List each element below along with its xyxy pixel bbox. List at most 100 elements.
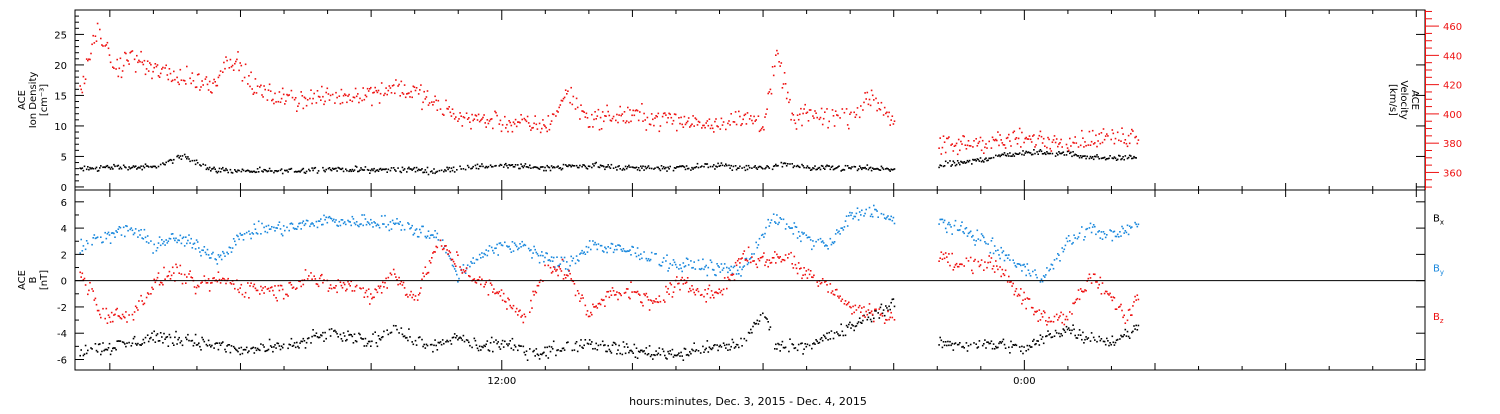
data-point-velocity xyxy=(707,124,710,127)
data-point-density xyxy=(940,164,943,167)
data-point-velocity xyxy=(653,124,655,127)
data-point-bx xyxy=(750,328,752,331)
data-point-bz xyxy=(558,266,560,268)
data-point-bz xyxy=(642,304,644,307)
data-point-velocity xyxy=(765,113,767,115)
data-point-density xyxy=(81,167,84,169)
data-point-velocity xyxy=(986,147,988,149)
data-point-by xyxy=(249,233,251,235)
data-point-velocity xyxy=(272,98,274,101)
data-point-density xyxy=(358,170,360,173)
data-point-by xyxy=(1069,240,1071,242)
data-point-density xyxy=(521,165,523,168)
data-point-bz xyxy=(112,320,114,323)
data-point-bx xyxy=(687,354,690,357)
data-point-bx xyxy=(861,322,863,324)
data-point-density xyxy=(300,169,302,172)
data-point-velocity xyxy=(865,98,867,100)
data-point-velocity xyxy=(729,124,731,126)
data-point-velocity xyxy=(402,93,405,95)
data-point-bx xyxy=(79,354,81,357)
data-point-bz xyxy=(829,283,832,285)
data-point-velocity xyxy=(355,95,358,98)
data-point-by xyxy=(235,243,237,246)
data-point-by xyxy=(615,245,617,247)
data-point-bx xyxy=(703,351,705,353)
data-point-by xyxy=(821,240,824,242)
data-point-density xyxy=(754,165,756,167)
data-point-bz xyxy=(949,264,951,267)
data-point-bz xyxy=(946,256,948,258)
data-point-by xyxy=(204,251,207,254)
data-point-velocity xyxy=(616,113,618,116)
data-point-bx xyxy=(482,346,484,349)
data-point-density xyxy=(891,169,894,171)
data-point-density xyxy=(532,166,534,169)
data-point-velocity xyxy=(662,112,665,115)
data-point-bz xyxy=(745,258,748,261)
data-point-density xyxy=(99,167,101,169)
data-point-bz xyxy=(263,292,265,294)
data-point-density xyxy=(865,168,867,170)
data-point-density xyxy=(114,165,116,168)
data-point-bz xyxy=(464,270,467,272)
data-point-bz xyxy=(308,275,310,277)
data-point-density xyxy=(317,170,320,172)
data-point-by xyxy=(286,226,288,229)
data-point-by xyxy=(266,231,269,234)
data-point-by xyxy=(738,273,740,275)
data-point-bz xyxy=(616,291,618,293)
data-point-velocity xyxy=(153,66,155,69)
data-point-velocity xyxy=(282,93,285,96)
data-point-density xyxy=(411,169,413,171)
data-point-bz xyxy=(360,287,362,290)
data-point-density xyxy=(1111,157,1114,159)
data-point-density xyxy=(131,166,134,169)
data-point-bz xyxy=(203,275,206,277)
data-point-velocity xyxy=(1037,137,1039,140)
data-point-velocity xyxy=(255,92,258,94)
data-point-bx xyxy=(333,330,335,332)
data-point-bz xyxy=(99,313,101,316)
data-point-bz xyxy=(118,315,121,318)
data-point-velocity xyxy=(721,124,724,126)
data-point-by xyxy=(784,228,787,230)
data-point-bz xyxy=(708,284,711,287)
data-point-velocity xyxy=(1077,146,1080,148)
data-point-bx xyxy=(415,344,418,346)
data-point-by xyxy=(629,249,631,251)
data-point-velocity xyxy=(176,76,178,79)
data-point-velocity xyxy=(664,112,666,114)
data-point-density xyxy=(622,167,625,170)
data-point-velocity xyxy=(250,71,252,74)
data-point-bz xyxy=(131,313,134,316)
data-point-velocity xyxy=(769,88,772,91)
data-point-by xyxy=(875,208,877,211)
data-point-velocity xyxy=(870,89,873,92)
data-point-velocity xyxy=(1073,142,1075,144)
data-point-bz xyxy=(603,299,605,301)
data-point-by xyxy=(699,268,702,271)
data-point-density xyxy=(659,169,662,172)
data-point-bx xyxy=(281,346,284,349)
data-point-bz xyxy=(838,297,840,299)
data-point-density xyxy=(1133,155,1135,158)
data-point-by xyxy=(557,265,559,267)
data-point-by xyxy=(301,222,304,224)
data-point-velocity xyxy=(609,119,612,122)
data-point-velocity xyxy=(412,85,415,88)
data-point-density xyxy=(559,167,562,169)
data-point-velocity xyxy=(1110,138,1112,141)
data-point-velocity xyxy=(279,101,282,103)
data-point-density xyxy=(217,170,220,173)
data-point-bx xyxy=(412,343,415,346)
data-point-bx xyxy=(950,344,952,347)
data-point-bx xyxy=(302,337,305,340)
data-point-by xyxy=(521,240,523,243)
data-point-bz xyxy=(767,265,769,268)
data-point-velocity xyxy=(199,89,201,91)
data-point-bx xyxy=(560,350,563,352)
data-point-bz xyxy=(768,259,771,261)
data-point-bz xyxy=(1062,313,1065,316)
data-point-velocity xyxy=(584,116,587,118)
